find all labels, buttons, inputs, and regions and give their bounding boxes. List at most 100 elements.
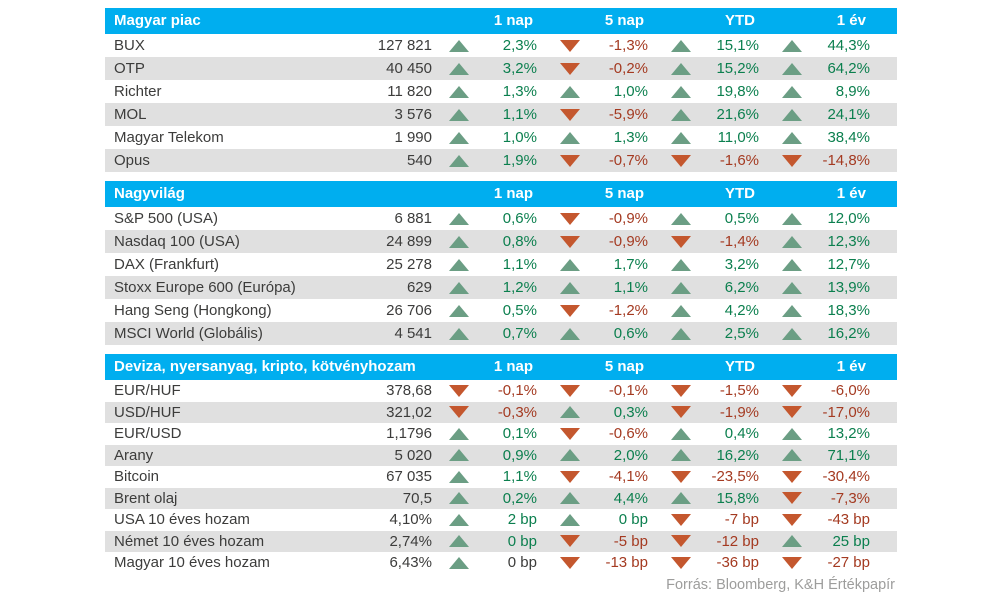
change-cell: 12,0% <box>765 207 876 230</box>
change-value: 13,2% <box>827 425 870 442</box>
change-cell: 15,1% <box>654 34 765 57</box>
column-header: YTD <box>725 358 755 375</box>
change-cell: -13 bp <box>543 552 654 574</box>
arrow-up-icon <box>449 427 469 440</box>
instrument-name: Magyar 10 éves hozam <box>114 554 270 571</box>
table-row: Magyar 10 éves hozam 6,43% 0 bp -13 bp -… <box>105 552 897 574</box>
change-value: 15,8% <box>716 489 759 507</box>
table-row: Stoxx Europe 600 (Európa) 629 1,2% 1,1% … <box>105 276 897 299</box>
change-value: 11,0% <box>717 129 759 146</box>
change-value: 2 bp <box>507 511 537 528</box>
change-cell: -0,9% <box>543 230 654 253</box>
arrow-up-icon <box>671 85 691 98</box>
instrument-value: 67 035 <box>386 468 432 485</box>
arrow-down-icon <box>560 304 580 317</box>
arrow-down-icon <box>671 556 691 569</box>
change-value: 0,7% <box>502 325 537 342</box>
change-value: 25 bp <box>832 532 870 550</box>
arrow-up-icon <box>782 131 802 144</box>
change-cell: 4,2% <box>654 299 765 322</box>
market-table: Magyar piac 1 nap 5 nap YTD 1 év BUX 127 82… <box>105 8 897 172</box>
table-row: Arany 5 020 0,9% 2,0% 16,2% 71,1% <box>105 444 897 467</box>
change-value: -0,1% <box>497 382 537 399</box>
change-cell: 0,1% <box>432 423 543 445</box>
arrow-up-icon <box>560 492 580 505</box>
column-header: 1 nap <box>493 185 533 202</box>
change-value: -1,9% <box>719 403 759 421</box>
change-cell: 1,3% <box>543 126 654 149</box>
change-cell: 13,9% <box>765 276 876 299</box>
change-cell: 19,8% <box>654 80 765 103</box>
change-value: -1,5% <box>719 382 759 399</box>
column-header: 1 év <box>836 358 866 375</box>
arrow-up-icon <box>671 449 691 462</box>
column-header: YTD <box>725 185 755 202</box>
change-cell: -17,0% <box>765 402 876 424</box>
table-title: Nagyvilág <box>114 185 185 202</box>
arrow-down-icon <box>782 406 802 419</box>
arrow-down-icon <box>782 384 802 397</box>
change-cell: 1,2% <box>432 276 543 299</box>
change-value: -1,4% <box>719 233 759 250</box>
arrow-up-icon <box>449 304 469 317</box>
instrument-name: Magyar Telekom <box>114 129 224 146</box>
arrow-up-icon <box>671 131 691 144</box>
change-value: 0,6% <box>502 210 537 227</box>
table-title: Deviza, nyersanyag, kripto, kötvényhozam <box>114 358 416 375</box>
instrument-name: Nasdaq 100 (USA) <box>114 233 240 250</box>
arrow-down-icon <box>782 154 802 167</box>
change-value: 0,9% <box>502 446 537 464</box>
change-cell: -36 bp <box>654 552 765 574</box>
change-cell: 1,1% <box>432 253 543 276</box>
change-cell: 4,4% <box>543 488 654 510</box>
arrow-down-icon <box>560 535 580 548</box>
change-value: 3,2% <box>724 256 759 273</box>
change-cell: 15,8% <box>654 488 765 510</box>
arrow-up-icon <box>560 449 580 462</box>
table-row: Brent olaj 70,5 0,2% 4,4% 15,8% -7,3% <box>105 487 897 510</box>
arrow-up-icon <box>560 131 580 144</box>
change-cell: -1,4% <box>654 230 765 253</box>
instrument-value: 4,10% <box>389 511 432 528</box>
column-header: 5 nap <box>604 358 644 375</box>
change-cell: 16,2% <box>654 445 765 467</box>
instrument-name: USD/HUF <box>114 403 181 421</box>
change-cell: 3,2% <box>432 57 543 80</box>
arrow-up-icon <box>671 258 691 271</box>
column-header: 1 év <box>836 185 866 202</box>
table-rows: BUX 127 821 2,3% -1,3% 15,1% 44,3% OTP 4… <box>105 34 897 172</box>
change-value: 15,2% <box>716 60 759 77</box>
change-value: 12,3% <box>827 233 870 250</box>
market-table: Deviza, nyersanyag, kripto, kötvényhozam… <box>105 354 897 574</box>
instrument-name: Stoxx Europe 600 (Európa) <box>114 279 296 296</box>
change-value: -0,9% <box>608 210 648 227</box>
table-row: EUR/HUF 378,68 -0,1% -0,1% -1,5% -6,0% <box>105 380 897 402</box>
instrument-name: USA 10 éves hozam <box>114 511 250 528</box>
change-cell: -43 bp <box>765 509 876 531</box>
change-cell: 44,3% <box>765 34 876 57</box>
change-cell: 1,0% <box>432 126 543 149</box>
arrow-up-icon <box>449 131 469 144</box>
arrow-up-icon <box>449 513 469 526</box>
change-value: 0,2% <box>502 489 537 507</box>
arrow-down-icon <box>449 406 469 419</box>
change-cell: -0,1% <box>432 380 543 402</box>
change-cell: -0,9% <box>543 207 654 230</box>
arrow-down-icon <box>782 492 802 505</box>
instrument-value: 26 706 <box>386 302 432 319</box>
change-cell: 11,0% <box>654 126 765 149</box>
instrument-name: Arany <box>114 446 154 464</box>
arrow-up-icon <box>782 62 802 75</box>
instrument-value: 321,02 <box>386 403 432 421</box>
change-value: -0,1% <box>608 382 648 399</box>
arrow-up-icon <box>782 39 802 52</box>
market-table: Nagyvilág 1 nap 5 nap YTD 1 év S&P 500 (USA… <box>105 181 897 345</box>
change-cell: 0,7% <box>432 322 543 345</box>
change-value: 6,2% <box>724 279 759 296</box>
arrow-up-icon <box>449 258 469 271</box>
instrument-value: 6 881 <box>394 210 432 227</box>
change-cell: 0,5% <box>654 207 765 230</box>
arrow-down-icon <box>560 556 580 569</box>
arrow-up-icon <box>671 108 691 121</box>
arrow-up-icon <box>449 556 469 569</box>
